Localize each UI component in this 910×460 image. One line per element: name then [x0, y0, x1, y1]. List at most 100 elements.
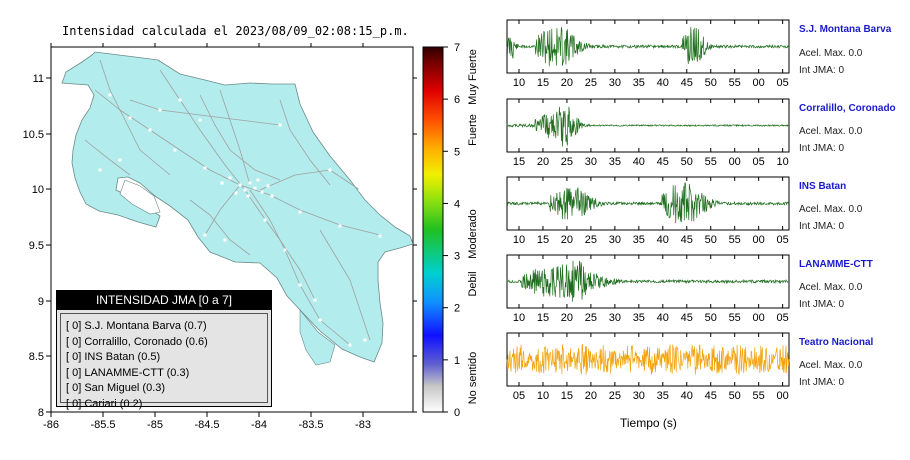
town-marker	[223, 238, 227, 242]
seismogram-tick-label: 40	[633, 156, 645, 168]
map-x-tick-label: -84.5	[194, 419, 219, 431]
seismogram-tick-label: 45	[681, 234, 693, 246]
station-intensity: Int JMA: 0	[799, 143, 845, 154]
road	[279, 99, 331, 186]
osa-peninsula	[299, 309, 336, 366]
map-title: Intensidad calculada el 2023/08/09_02:08…	[62, 24, 409, 38]
seismogram-tick-label: 50	[681, 156, 693, 168]
station-name: INS Batan	[799, 181, 847, 192]
map-x-tick-label: -84	[251, 419, 267, 431]
seismogram-tick-label: 05	[776, 234, 788, 246]
seismogram-tick-label: 55	[729, 312, 741, 324]
legend-title: INTENSIDAD JMA [0 a 7]	[57, 291, 271, 310]
road	[319, 229, 371, 341]
station-name: LANAMME-CTT	[799, 259, 873, 270]
seismogram-tick-label: 30	[633, 390, 645, 402]
town-marker	[234, 191, 238, 195]
road	[189, 199, 251, 256]
seismogram-tick-label: 45	[657, 156, 669, 168]
station-intensity: Int JMA: 0	[799, 65, 845, 76]
seismogram-tick-label: 00	[753, 312, 765, 324]
town-marker	[253, 186, 257, 190]
seismogram-tick-label: 00	[729, 156, 741, 168]
legend-item: [ 0] S.J. Montana Barva (0.7)	[66, 320, 207, 332]
seismogram-tick-label: 55	[753, 390, 765, 402]
map-x-tick-label: -86	[43, 419, 59, 431]
road	[259, 169, 361, 191]
station-acceleration: Acel. Max. 0.0	[799, 204, 863, 215]
seismogram-tick-label: 50	[705, 312, 717, 324]
map-y-tick-label: 10	[32, 184, 44, 196]
town-marker	[228, 176, 232, 180]
station-name: Corralillo, Coronado	[799, 103, 896, 114]
town-marker	[270, 194, 274, 198]
seismogram-tick-label: 05	[513, 390, 525, 402]
road	[84, 139, 131, 176]
town-marker	[203, 166, 207, 170]
colorbar-class-label: No sentido	[467, 352, 479, 405]
town-marker	[173, 148, 177, 152]
colorbar-ticks: 7 6 5 4 3 2 1 0	[443, 42, 460, 419]
station-intensity: Int JMA: 0	[799, 377, 845, 388]
seismogram-tick-label: 25	[585, 312, 597, 324]
nicoya-gulf	[119, 179, 161, 215]
legend-item: [ 0] Corralillo, Coronado (0.6)	[66, 335, 208, 348]
seismogram-panel: 05 10 15 20 25 30 35 40 45 50 55 00	[506, 332, 790, 402]
seismogram-tick-label: 45	[681, 312, 693, 324]
map-x-tick-label: -83.5	[298, 419, 323, 431]
seismogram-tick-label: 40	[657, 234, 669, 246]
seismogram-tick-label: 15	[537, 234, 549, 246]
map-y-tick-label: 8	[38, 407, 44, 419]
town-marker	[348, 343, 352, 347]
seismogram-panel: 10 15 20 25 30 35 40 45 50 55 00 05	[506, 19, 790, 89]
colorbar-class-label: Moderado	[467, 209, 479, 259]
seismogram-panel: 10 15 20 25 30 35 40 45 50 55 00 05	[506, 254, 790, 324]
station-intensity: Int JMA: 0	[799, 299, 845, 310]
seismogram-tick-label: 30	[609, 77, 621, 89]
colorbar-tick-label: 4	[454, 198, 460, 210]
station-acceleration: Acel. Max. 0.0	[799, 48, 863, 59]
seismogram-trace	[506, 343, 790, 375]
town-marker	[266, 184, 270, 188]
town-marker	[128, 116, 132, 120]
seismogram-tick-label: 20	[561, 312, 573, 324]
seismogram-tick-label: 40	[657, 77, 669, 89]
seismogram-panel: 15 20 25 30 35 40 45 50 55 00 05 10	[506, 98, 790, 168]
town-marker	[298, 210, 302, 214]
colorbar-class-label: Muy Fuerte	[467, 49, 479, 105]
town-marker	[158, 108, 162, 112]
intensity-legend: INTENSIDAD JMA [0 a 7] [ 0] S.J. Montana…	[56, 290, 272, 410]
road	[249, 189, 351, 346]
station-name: Teatro Nacional	[799, 337, 874, 348]
station-acceleration: Acel. Max. 0.0	[799, 126, 863, 137]
town-marker	[363, 338, 367, 342]
seismogram-trace	[506, 182, 790, 224]
seismogram-tick-label: 50	[729, 390, 741, 402]
colorbar-tick-label: 7	[454, 42, 460, 54]
road	[199, 94, 281, 181]
waveform-x-axis-label: Tiempo (s)	[620, 416, 677, 430]
town-marker	[178, 98, 182, 102]
seismogram-tick-label: 30	[609, 312, 621, 324]
seismogram-tick-label: 35	[657, 390, 669, 402]
seismogram-tick-label: 10	[513, 312, 525, 324]
colorbar-tick-label: 5	[454, 146, 460, 158]
legend-item: [ 0] Cariari (0.2)	[66, 397, 143, 410]
seismogram-tick-label: 05	[776, 312, 788, 324]
town-marker	[118, 158, 122, 162]
seismogram-tick-label: 00	[753, 234, 765, 246]
seismogram-tick-label: 45	[705, 390, 717, 402]
seismogram-trace	[506, 106, 790, 147]
seismogram-tick-label: 25	[585, 234, 597, 246]
town-marker	[203, 233, 207, 237]
seismogram-tick-label: 55	[729, 77, 741, 89]
seismogram-tick-label: 05	[776, 77, 788, 89]
station-acceleration: Acel. Max. 0.0	[799, 282, 863, 293]
legend-list: [ 0] S.J. Montana Barva (0.7) [ 0] Corra…	[60, 313, 268, 410]
map-y-tick-label: 11	[33, 73, 44, 85]
seismogram-tick-label: 50	[705, 77, 717, 89]
town-marker	[98, 168, 102, 172]
town-marker	[243, 188, 247, 192]
town-marker	[263, 218, 267, 222]
